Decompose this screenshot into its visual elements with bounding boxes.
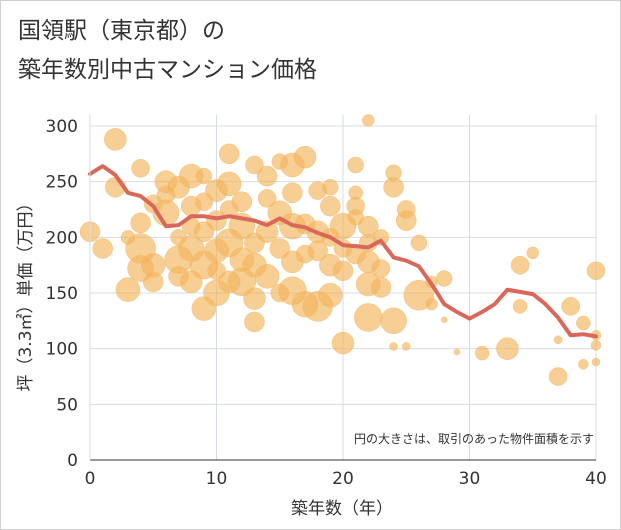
data-bubble xyxy=(397,200,416,219)
data-bubble xyxy=(332,260,354,281)
data-bubble xyxy=(354,303,383,332)
data-bubble xyxy=(561,297,580,316)
bubble-layer xyxy=(79,114,606,386)
data-bubble xyxy=(218,143,240,165)
data-bubble xyxy=(586,261,606,280)
data-bubble xyxy=(496,337,519,360)
data-bubble xyxy=(370,277,392,298)
data-bubble xyxy=(293,145,317,169)
data-bubble xyxy=(130,212,151,234)
data-bubble xyxy=(453,348,461,356)
data-bubble xyxy=(348,185,363,201)
data-bubble xyxy=(322,178,339,196)
x-axis-title: 築年数（年） xyxy=(291,499,393,519)
x-tick-label: 30 xyxy=(459,469,481,489)
data-bubble xyxy=(512,299,528,314)
trend-layer xyxy=(88,164,598,339)
data-bubble xyxy=(347,156,364,174)
data-bubble xyxy=(474,345,490,361)
x-tick-label: 0 xyxy=(85,469,96,489)
data-bubble xyxy=(269,238,290,259)
data-bubble xyxy=(244,311,265,333)
x-tick-label: 10 xyxy=(206,469,228,489)
data-bubble xyxy=(104,128,127,151)
data-bubble xyxy=(371,259,391,278)
grid xyxy=(89,115,597,461)
data-bubble xyxy=(591,357,601,367)
data-bubble xyxy=(255,220,279,244)
data-bubble xyxy=(389,342,398,351)
data-bubble xyxy=(578,359,589,370)
data-bubble xyxy=(362,114,375,127)
y-tick-label: 250 xyxy=(46,173,78,193)
x-tick-label: 20 xyxy=(332,469,354,489)
data-bubble xyxy=(254,264,280,289)
data-bubble xyxy=(143,271,164,293)
y-tick-label: 200 xyxy=(46,228,78,248)
data-bubble xyxy=(440,316,448,323)
data-bubble xyxy=(282,182,303,204)
data-bubble xyxy=(548,367,568,386)
data-bubble xyxy=(231,191,253,212)
data-bubble xyxy=(257,189,277,208)
data-bubble xyxy=(435,270,453,287)
data-bubble xyxy=(383,176,404,198)
data-bubble xyxy=(216,171,242,197)
x-tick-label: 40 xyxy=(585,469,607,489)
y-tick-label: 100 xyxy=(46,340,78,360)
axes xyxy=(89,115,596,461)
average-price-line xyxy=(88,164,598,339)
data-bubble xyxy=(318,282,343,308)
data-bubble xyxy=(425,297,438,311)
chart-title-line1: 国領駅（東京都）の xyxy=(18,18,225,44)
data-bubble xyxy=(590,340,602,351)
data-bubble xyxy=(243,287,266,310)
size-note: 円の大きさは、取引のあった物件面積を示す xyxy=(354,431,594,446)
data-bubble xyxy=(331,331,355,355)
data-bubble xyxy=(553,335,563,345)
data-bubble xyxy=(410,234,428,252)
data-bubble xyxy=(92,238,113,259)
data-bubble xyxy=(320,195,341,217)
data-bubble xyxy=(195,167,213,185)
data-bubble xyxy=(256,165,278,187)
tick-labels: 0 10 20 30 40 0 50 100 150 200 250 300 xyxy=(46,117,607,489)
data-bubble xyxy=(526,246,539,260)
data-bubble xyxy=(115,277,141,302)
chart-title-line2: 築年数別中古マンション価格 xyxy=(18,57,317,83)
y-tick-label: 0 xyxy=(67,451,78,471)
data-bubble xyxy=(510,255,530,275)
y-tick-label: 50 xyxy=(56,395,78,415)
y-tick-label: 300 xyxy=(46,117,78,137)
data-bubble xyxy=(245,155,264,175)
data-bubble xyxy=(131,159,150,178)
data-bubble xyxy=(576,315,591,331)
data-bubble xyxy=(307,240,328,261)
data-bubble xyxy=(402,342,411,351)
data-bubble xyxy=(380,307,407,335)
y-tick-label: 150 xyxy=(46,284,78,304)
y-axis-title: 坪（3.3㎡）単価（万円） xyxy=(16,194,36,391)
